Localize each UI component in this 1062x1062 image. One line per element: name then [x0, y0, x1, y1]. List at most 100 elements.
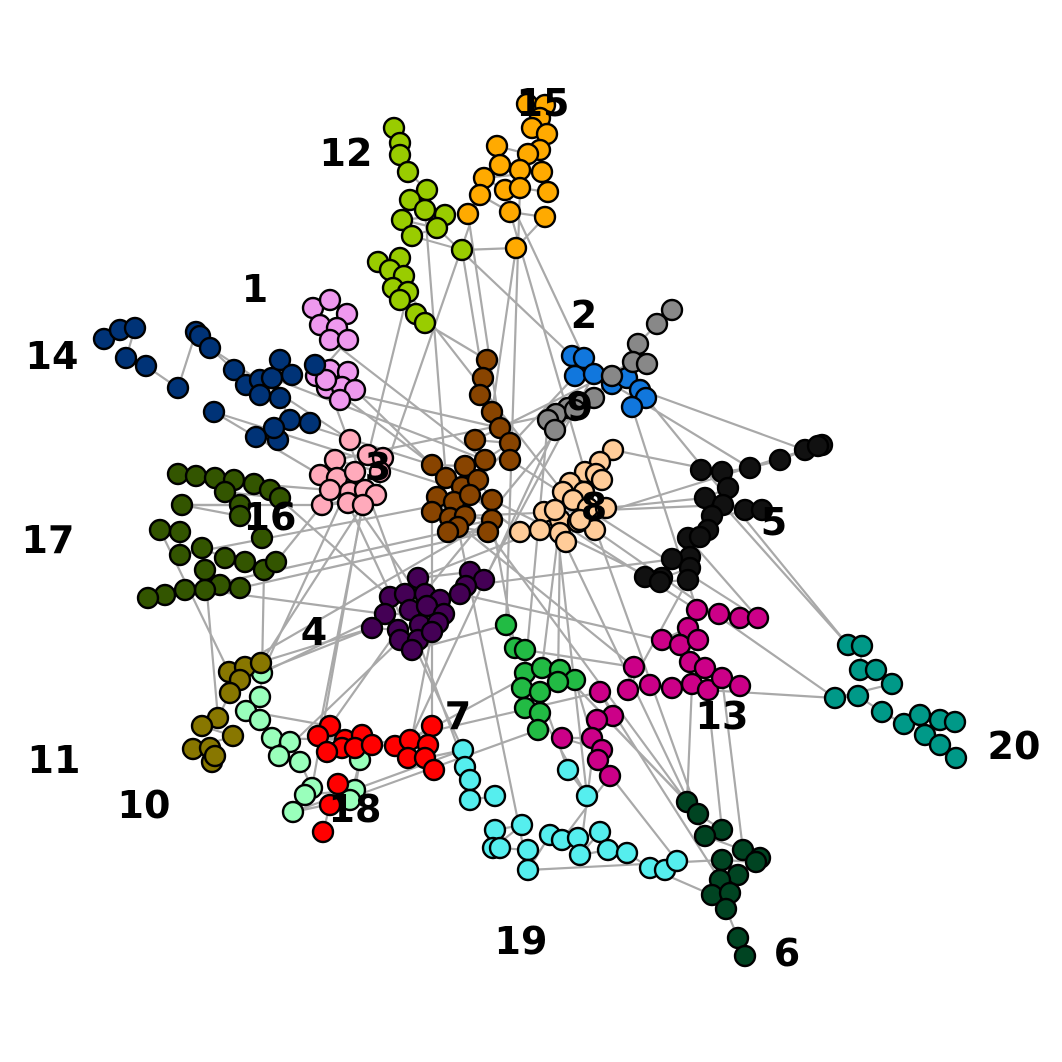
node-cluster-15: [504, 236, 528, 260]
edge: [687, 537, 759, 619]
node-cluster-16: [458, 483, 482, 507]
edge: [527, 858, 723, 872]
node-cluster-5: [750, 498, 774, 522]
cluster-label-10: 10: [118, 783, 171, 827]
cluster-label-3: 3: [365, 445, 391, 489]
node-cluster-13: [598, 764, 622, 788]
node-cluster-15: [485, 134, 509, 158]
cluster-label-19: 19: [495, 919, 548, 963]
node-cluster-16: [480, 488, 504, 512]
node-cluster-19: [568, 843, 592, 867]
edge: [605, 496, 706, 510]
node-cluster-5: [806, 434, 830, 458]
node-cluster-19: [575, 784, 599, 808]
node-cluster-6: [744, 850, 768, 874]
node-cluster-14: [268, 348, 292, 372]
node-cluster-8: [554, 530, 578, 554]
node-cluster-11: [221, 724, 245, 748]
node-cluster-5: [648, 570, 672, 594]
edge: [561, 775, 611, 841]
node-cluster-16: [498, 448, 522, 472]
node-cluster-17: [228, 504, 252, 528]
node-cluster-13: [685, 598, 709, 622]
cluster-label-5: 5: [761, 500, 787, 544]
node-cluster-14: [134, 354, 158, 378]
node-cluster-19: [458, 788, 482, 812]
node-cluster-5: [660, 547, 684, 571]
node-cluster-8: [508, 520, 532, 544]
node-cluster-18: [422, 758, 446, 782]
node-cluster-14: [123, 316, 147, 340]
node-cluster-19: [516, 858, 540, 882]
node-cluster-15: [533, 205, 557, 229]
node-cluster-13: [696, 678, 720, 702]
node-cluster-17: [233, 550, 257, 574]
edge: [275, 504, 323, 563]
edge: [490, 247, 518, 413]
node-cluster-7: [526, 718, 550, 742]
edge: [269, 489, 391, 598]
node-cluster-13: [550, 726, 574, 750]
edge: [271, 376, 486, 462]
node-cluster-1: [318, 288, 342, 312]
node-cluster-7: [510, 676, 534, 700]
node-cluster-15: [456, 202, 480, 226]
edge: [411, 623, 507, 652]
node-cluster-6: [733, 944, 757, 968]
node-cluster-20: [880, 672, 904, 696]
nodes-layer: [92, 92, 968, 968]
node-cluster-13: [710, 666, 734, 690]
node-cluster-17: [168, 543, 192, 567]
node-cluster-16: [453, 454, 477, 478]
node-cluster-16: [475, 348, 499, 372]
node-cluster-2: [572, 346, 596, 370]
node-cluster-14: [262, 416, 286, 440]
node-cluster-14: [202, 400, 226, 424]
node-cluster-10: [288, 750, 312, 774]
node-cluster-20: [943, 710, 967, 734]
node-cluster-17: [268, 486, 292, 510]
node-cluster-18: [360, 733, 384, 757]
node-cluster-14: [198, 336, 222, 360]
cluster-label-14: 14: [26, 334, 79, 378]
node-cluster-19: [510, 813, 534, 837]
edge: [487, 531, 688, 803]
node-cluster-6: [693, 824, 717, 848]
node-cluster-5: [688, 525, 712, 549]
node-cluster-12: [413, 311, 437, 335]
node-cluster-13: [746, 606, 770, 630]
node-cluster-1: [314, 368, 338, 392]
node-cluster-20: [870, 700, 894, 724]
node-cluster-6: [714, 897, 738, 921]
node-cluster-9: [660, 298, 684, 322]
node-cluster-7: [528, 680, 552, 704]
node-cluster-9: [645, 312, 669, 336]
edge: [645, 397, 849, 646]
node-cluster-20: [864, 658, 888, 682]
node-cluster-17: [184, 464, 208, 488]
node-cluster-17: [228, 576, 252, 600]
node-cluster-4: [400, 638, 424, 662]
cluster-label-2: 2: [571, 293, 597, 337]
node-cluster-20: [908, 703, 932, 727]
node-cluster-11: [249, 651, 273, 675]
node-cluster-19: [588, 820, 612, 844]
node-cluster-10: [248, 685, 272, 709]
node-cluster-8: [568, 508, 592, 532]
node-cluster-19: [458, 768, 482, 792]
node-cluster-17: [193, 578, 217, 602]
node-cluster-17: [190, 536, 214, 560]
cluster-label-16: 16: [244, 495, 297, 539]
node-cluster-17: [213, 546, 237, 570]
node-cluster-19: [556, 758, 580, 782]
node-cluster-18: [318, 793, 342, 817]
edge: [316, 504, 365, 737]
node-cluster-1: [328, 388, 352, 412]
node-cluster-9: [563, 398, 587, 422]
node-cluster-12: [400, 224, 424, 248]
node-cluster-19: [516, 838, 540, 862]
node-cluster-7: [494, 613, 518, 637]
edge: [559, 669, 699, 815]
node-cluster-2: [563, 364, 587, 388]
node-cluster-9: [635, 352, 659, 376]
